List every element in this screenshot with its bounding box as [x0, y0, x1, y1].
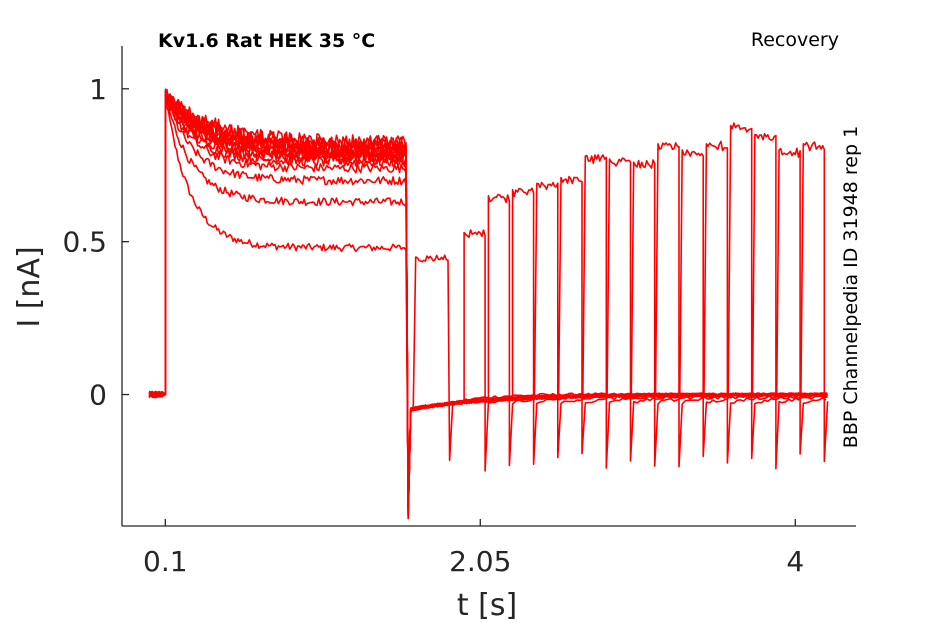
- side-label: BBP Channelpedia ID 31948 rep 1: [840, 126, 862, 448]
- x-axis-ticks: 0.1 2.05 4: [143, 519, 804, 578]
- chart-title-left: Kv1.6 Rat HEK 35 °C: [158, 30, 375, 52]
- y-tick-label: 0: [89, 379, 107, 412]
- trace-group: [149, 89, 828, 518]
- series-line: [149, 90, 826, 512]
- x-axis-label: t [s]: [457, 588, 517, 623]
- y-axis-ticks: 00.51: [62, 73, 129, 412]
- chart-title-right: Recovery: [751, 29, 839, 51]
- y-axis-label: I [nA]: [12, 246, 47, 327]
- series-line: [149, 91, 826, 503]
- x-tick-label: 0.1: [143, 545, 188, 578]
- x-tick-label: 4: [786, 545, 804, 578]
- y-tick-label: 0.5: [62, 226, 107, 259]
- series-line: [149, 90, 826, 509]
- x-tick-label: 2.05: [449, 545, 511, 578]
- series-line: [149, 93, 826, 519]
- y-tick-label: 1: [89, 73, 107, 106]
